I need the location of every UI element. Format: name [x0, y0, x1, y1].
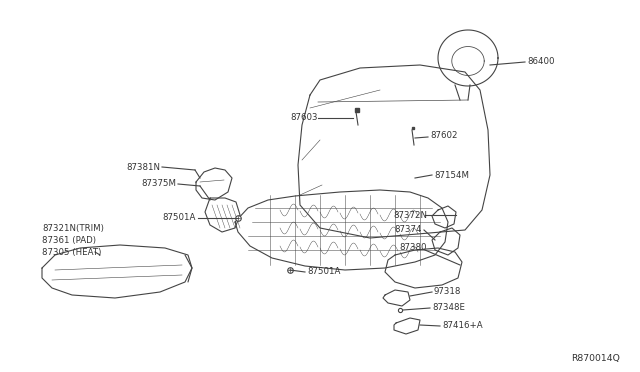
Text: 87374: 87374: [394, 225, 422, 234]
Text: 87603: 87603: [291, 113, 318, 122]
Text: 87501A: 87501A: [307, 267, 340, 276]
Text: 87305 (HEAT): 87305 (HEAT): [42, 247, 101, 257]
Text: 87381N: 87381N: [126, 163, 160, 171]
Text: 87372N: 87372N: [393, 211, 427, 219]
Text: 87348E: 87348E: [432, 304, 465, 312]
Text: R870014Q: R870014Q: [571, 353, 620, 362]
Text: 87501A: 87501A: [163, 214, 196, 222]
Text: 87416+A: 87416+A: [442, 321, 483, 330]
Text: 87154M: 87154M: [434, 170, 469, 180]
Text: 87361 (PAD): 87361 (PAD): [42, 235, 96, 244]
Text: 97318: 97318: [434, 288, 461, 296]
Text: 87602: 87602: [430, 131, 458, 141]
Text: 87321N(TRIM): 87321N(TRIM): [42, 224, 104, 232]
Text: 87380: 87380: [399, 244, 427, 253]
Text: 86400: 86400: [527, 58, 554, 67]
Text: 87375M: 87375M: [141, 180, 176, 189]
